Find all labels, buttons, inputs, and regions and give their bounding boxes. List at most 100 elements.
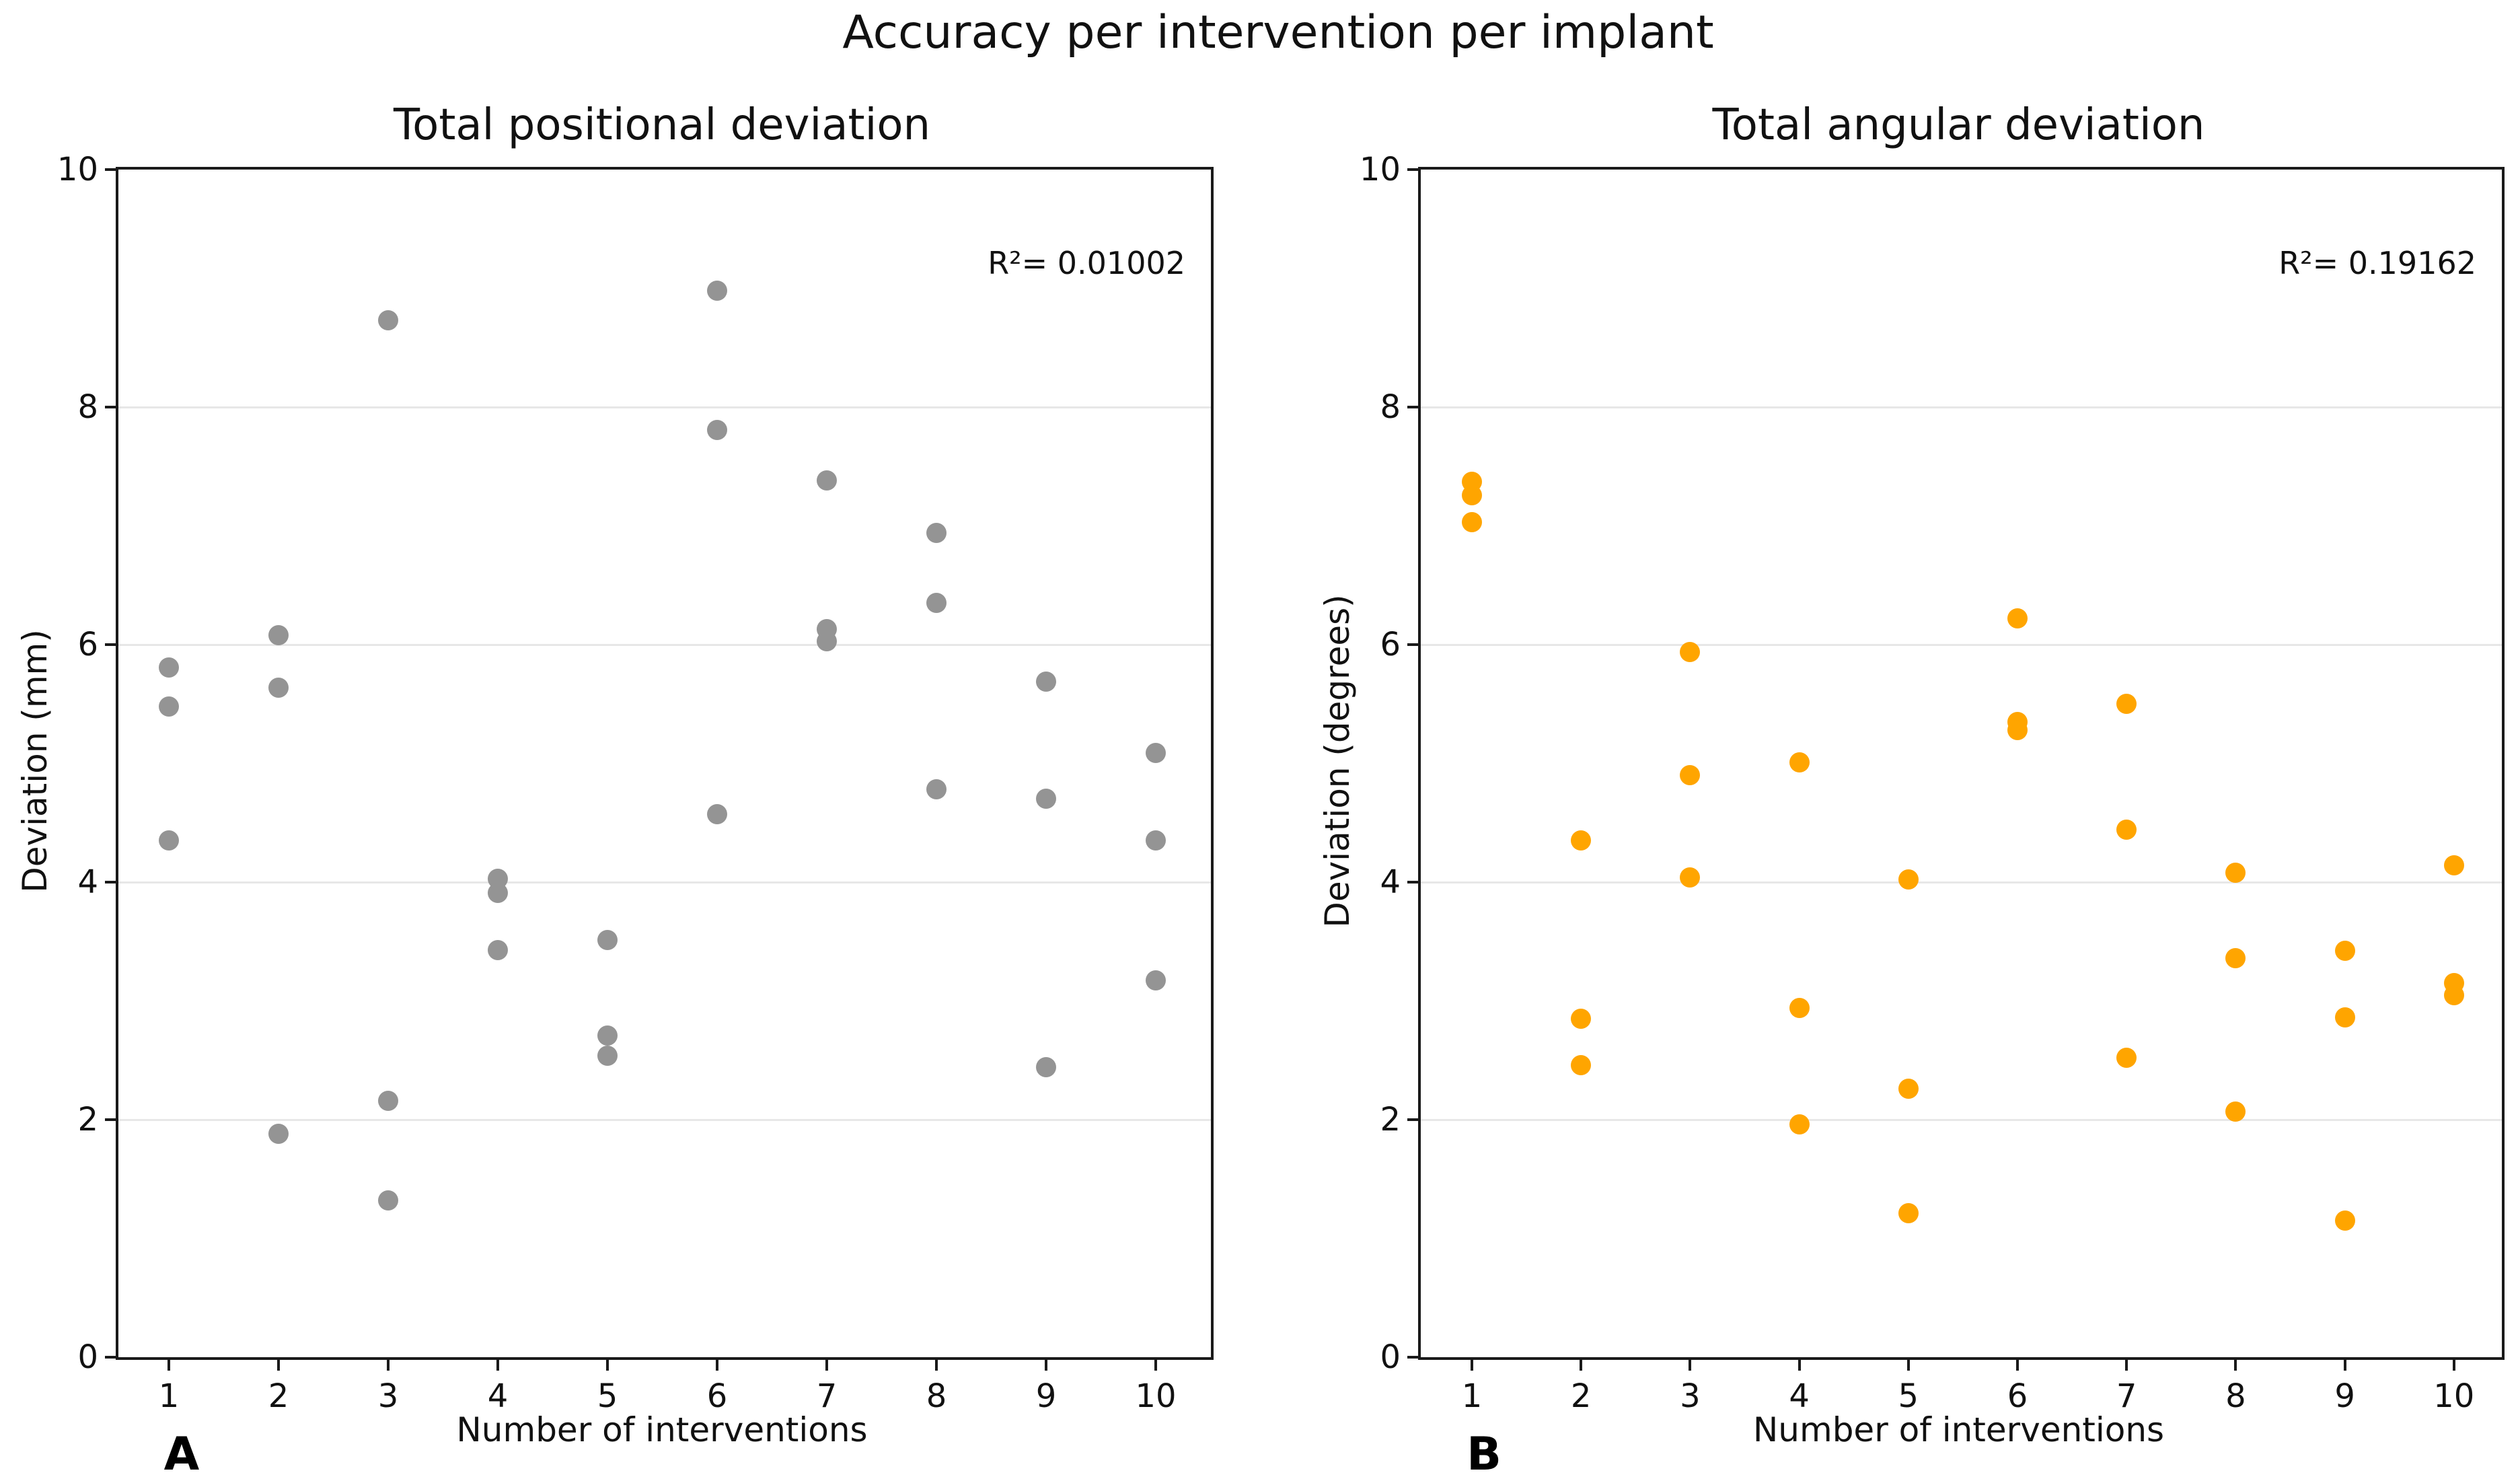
data-point [159,657,179,678]
data-point [268,624,289,645]
x-tick-label: 7 [816,1377,838,1415]
y-tick-mark [1407,643,1418,646]
data-point [1789,998,1810,1019]
data-point [378,1090,398,1111]
data-point [2116,820,2137,840]
data-point [2116,1048,2137,1069]
data-point [1571,1008,1592,1029]
gridline-y-2 [1421,1118,2502,1121]
panel-a-letter: A [163,1428,200,1481]
data-point [1571,830,1592,851]
x-tick-mark [2452,1360,2455,1371]
panel-b-plot-area: R²= 0.19162 1 2 3 4 5 6 7 8 9 10 0 2 4 6 8 10 [1360,151,2505,1415]
x-tick-mark [1580,1360,1583,1371]
x-tick-mark [1471,1360,1473,1371]
x-tick-label: 4 [1789,1377,1810,1415]
x-tick-mark [2234,1360,2237,1371]
y-tick-mark [1407,168,1418,171]
data-point [1571,1054,1592,1075]
y-tick-mark [105,1356,116,1359]
x-tick-mark [1689,1360,1692,1371]
data-point [926,779,947,800]
data-point [1680,765,1701,786]
data-point [2225,947,2246,968]
data-point [268,1124,289,1145]
data-point [2225,862,2246,883]
x-tick-label: 2 [1570,1377,1592,1415]
x-tick-label: 6 [706,1377,728,1415]
y-tick-label: 6 [1380,626,1401,663]
x-tick-mark [1045,1360,1047,1371]
data-point [1680,641,1701,662]
panel-b-r-squared-annotation: R²= 0.19162 [2278,245,2476,281]
y-tick-mark [105,881,116,883]
data-point [1146,830,1166,851]
data-point [597,1045,618,1066]
y-tick-mark [1407,1118,1418,1121]
data-point [1898,1203,1919,1224]
data-point [707,281,727,301]
x-tick-mark [168,1360,170,1371]
y-tick-label: 2 [77,1101,98,1139]
y-tick-mark [105,168,116,171]
y-tick-label: 8 [1380,388,1401,426]
panel-b-y-axis-label: Deviation (degrees) [1318,593,1357,928]
y-tick-label: 10 [57,151,98,188]
data-point [1462,484,1482,505]
data-point [1036,789,1056,809]
x-tick-mark [1798,1360,1801,1371]
x-tick-label: 4 [487,1377,509,1415]
y-tick-label: 0 [77,1338,98,1376]
x-tick-mark [825,1360,828,1371]
data-point [707,419,727,440]
data-point [707,804,727,825]
data-point [1462,512,1482,533]
x-tick-label: 8 [926,1377,947,1415]
data-point [1898,869,1919,890]
x-tick-label: 1 [1461,1377,1483,1415]
data-point [159,696,179,717]
panel-a-r-squared-annotation: R²= 0.01002 [988,245,1185,281]
data-point [1789,1114,1810,1135]
data-point [268,677,289,698]
data-point [2007,720,2028,741]
gridline-y-8 [118,406,1211,408]
panel-a-title: Total positional deviation [393,100,931,150]
x-tick-mark [387,1360,390,1371]
y-tick-mark [1407,1356,1418,1359]
data-point [2443,855,2464,876]
data-point [597,930,618,951]
data-point [1680,867,1701,888]
x-tick-label: 3 [1680,1377,1701,1415]
x-tick-mark [277,1360,280,1371]
x-tick-label: 9 [1035,1377,1057,1415]
data-point [378,310,398,331]
data-point [926,593,947,614]
x-tick-mark [935,1360,938,1371]
data-point [159,830,179,851]
data-point [2225,1101,2246,1122]
data-point [378,1190,398,1211]
data-point [1036,671,1056,692]
data-point [1036,1057,1056,1078]
x-tick-mark [1906,1360,1910,1371]
x-tick-mark [2016,1360,2019,1371]
gridline-y-4 [1421,881,2502,883]
x-tick-mark [496,1360,499,1371]
data-point [1146,970,1166,991]
x-tick-label: 8 [2225,1377,2246,1415]
data-point [488,882,508,903]
data-point [2334,941,2355,962]
x-tick-label: 10 [1135,1377,1177,1415]
x-tick-label: 9 [2334,1377,2355,1415]
x-tick-mark [716,1360,718,1371]
gridline-y-8 [1421,406,2502,408]
y-tick-mark [105,1118,116,1121]
data-point [1898,1079,1919,1099]
data-point [926,523,947,544]
data-point [2334,1211,2355,1231]
x-tick-mark [2125,1360,2128,1371]
y-tick-mark [1407,406,1418,408]
panel-b-letter: B [1467,1428,1502,1481]
